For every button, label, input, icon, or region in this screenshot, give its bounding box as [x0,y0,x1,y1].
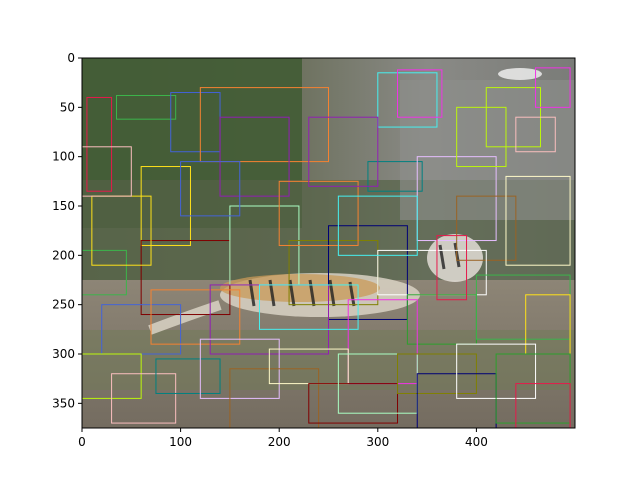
bounding-box [308,383,399,424]
bounding-box [337,195,418,256]
bounding-box [397,69,443,118]
bounding-box [505,175,571,266]
bounding-box [86,96,113,192]
bounding-box [82,146,132,197]
bounding-box [140,166,191,246]
y-tick-label: 0 [67,51,75,65]
bounding-box [116,94,177,120]
bounding-box [436,235,468,301]
bounding-box [111,373,177,424]
y-tick-label: 200 [52,248,75,262]
y-tick-label: 300 [52,347,75,361]
bounding-box [377,72,438,128]
bounding-box [456,106,507,168]
bounding-box [199,87,329,163]
axes-frame [81,57,576,429]
bounding-box [308,116,379,187]
y-tick-label: 350 [52,396,75,410]
bounding-box [150,289,241,345]
bounding-box [515,116,556,153]
y-tick-label: 50 [60,100,75,114]
bounding-box [278,180,359,246]
tiger-shape [148,234,483,335]
bounding-box [535,67,571,108]
x-tick-label: 400 [465,435,488,449]
x-axis: 0 100 200 300 400 [78,428,488,449]
y-tick-label: 100 [52,150,75,164]
bounding-box [367,161,423,192]
bounding-box [515,383,571,428]
x-tick-label: 0 [78,435,86,449]
x-tick-label: 200 [268,435,291,449]
x-tick-label: 300 [366,435,389,449]
bounding-boxes [82,67,571,428]
bounding-box [82,249,127,296]
bounding-box [219,116,290,197]
bounding-box [180,161,241,217]
bounding-box [328,225,408,320]
bounding-box [155,358,221,394]
y-tick-label: 150 [52,199,75,213]
y-tick-label: 250 [52,298,75,312]
x-tick-label: 100 [169,435,192,449]
bounding-box [258,284,359,330]
y-axis: 0 50 100 150 200 250 300 350 [52,51,82,410]
